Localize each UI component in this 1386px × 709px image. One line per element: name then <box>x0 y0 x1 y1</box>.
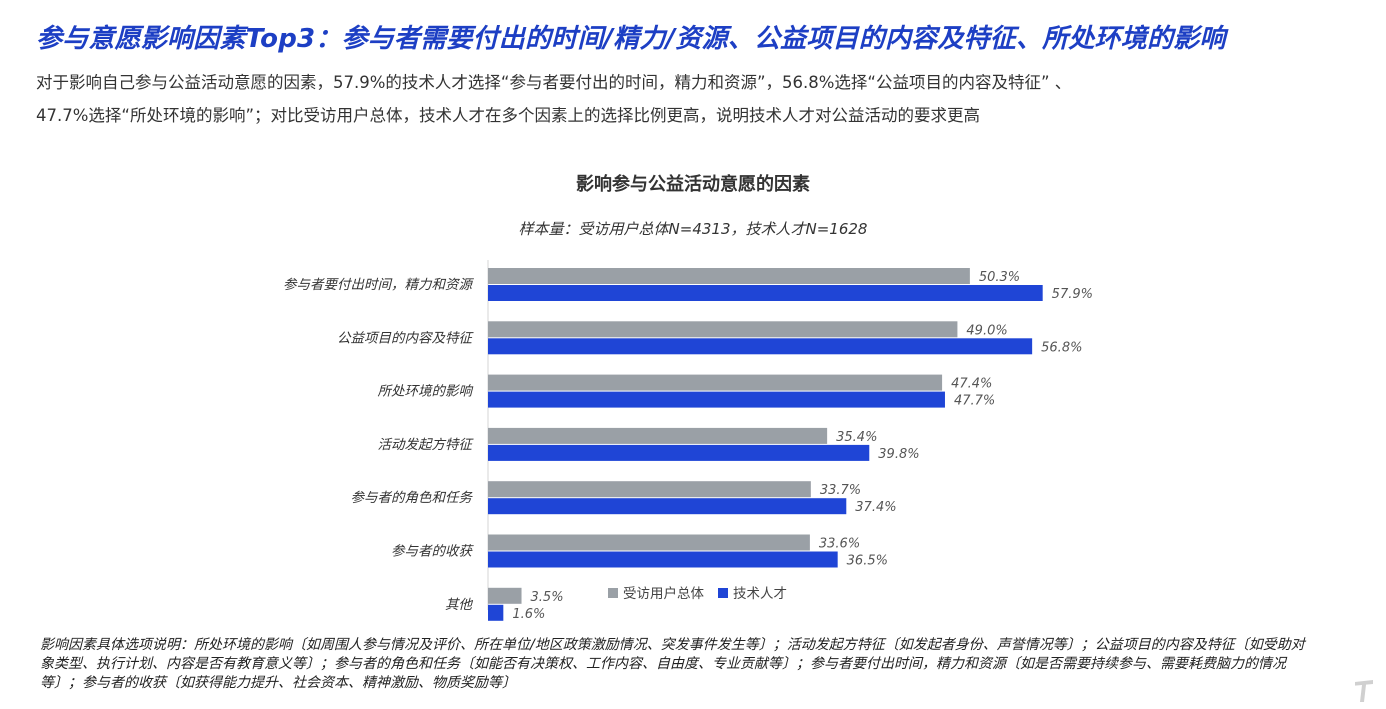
page-headline: 参与意愿影响因素Top3：参与者需要付出的时间/精力/资源、公益项目的内容及特征… <box>36 24 1226 54</box>
bar-overall <box>488 268 970 284</box>
description-line-2: 47.7%选择“所处环境的影响”；对比受访用户总体，技术人才在多个因素上的选择比… <box>36 106 981 125</box>
category-label: 参与者要付出时间，精力和资源 <box>283 277 474 293</box>
data-label: 47.7% <box>954 394 995 409</box>
footnote: 影响因素具体选项说明：所处环境的影响〔如周围人参与情况及评价、所在单位/地区政策… <box>40 637 1305 691</box>
category-label: 其他 <box>445 597 473 613</box>
data-label: 50.3% <box>979 270 1020 285</box>
bar-chart: 参与者要付出时间，精力和资源 50.3% 57.9% 公益项目的内容及特征 49.0% 5… <box>283 260 1093 622</box>
category-label: 活动发起方特征 <box>378 437 475 453</box>
data-label: 56.8% <box>1041 340 1082 355</box>
data-label: 37.4% <box>855 500 896 515</box>
bar-overall <box>488 534 810 551</box>
legend-label: 技术人才 <box>733 586 787 602</box>
bar-tech <box>488 604 504 621</box>
legend-swatch <box>718 588 728 598</box>
data-label: 47.4% <box>951 377 992 392</box>
data-label: 33.7% <box>820 483 861 498</box>
bar-tech <box>488 285 1043 301</box>
bar-tech <box>488 444 870 461</box>
category-label: 参与者的收获 <box>391 544 474 560</box>
bar-tech <box>488 551 838 568</box>
data-label: 33.6% <box>819 537 860 552</box>
bar-overall <box>488 321 958 338</box>
category-label: 参与者的角色和任务 <box>351 490 474 506</box>
data-label: 39.8% <box>878 447 919 462</box>
description-line-1: 对于影响自己参与公益活动意愿的因素，57.9%的技术人才选择“参与者要付出的时间… <box>36 73 1072 92</box>
bar-overall <box>488 427 828 444</box>
data-label: 35.4% <box>836 430 877 445</box>
description: 对于影响自己参与公益活动意愿的因素，57.9%的技术人才选择“参与者要付出的时间… <box>36 66 1356 132</box>
data-label: 49.0% <box>966 323 1007 338</box>
brand-logo-icon <box>1355 680 1373 702</box>
bar-tech <box>488 391 945 408</box>
chart-subtitle: 样本量：受访用户总体N=4313，技术人才N=1628 <box>518 220 868 238</box>
data-label: 57.9% <box>1052 287 1093 302</box>
data-label: 36.5% <box>847 554 888 569</box>
legend-label: 受访用户总体 <box>623 585 704 602</box>
bar-overall <box>488 481 811 498</box>
legend-swatch <box>608 588 618 598</box>
bar-overall <box>488 587 522 604</box>
bar-tech <box>488 498 847 515</box>
category-label: 所处环境的影响 <box>378 384 474 400</box>
chart-title: 影响参与公益活动意愿的因素 <box>576 174 810 195</box>
data-label: 3.5% <box>531 590 564 605</box>
data-label: 1.6% <box>512 607 545 622</box>
bar-overall <box>488 374 943 391</box>
bar-tech <box>488 338 1033 355</box>
category-label: 公益项目的内容及特征 <box>337 330 474 346</box>
